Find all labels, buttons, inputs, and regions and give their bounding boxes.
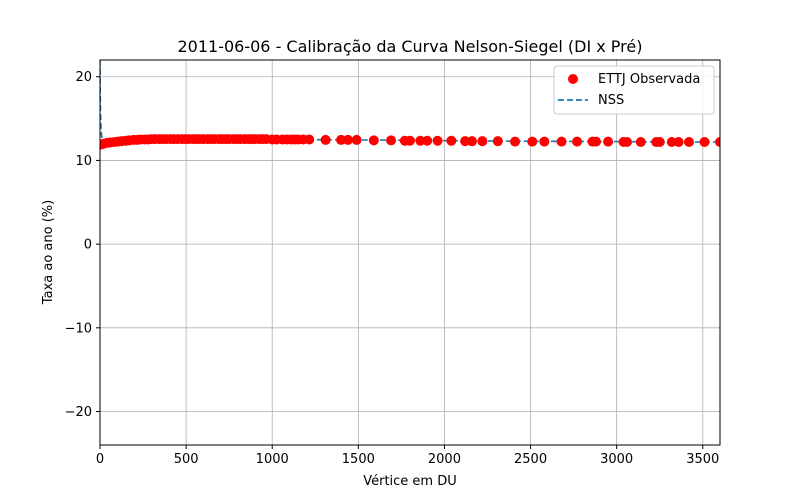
y-tick-label: 20 [75, 70, 92, 85]
ettj-point [477, 136, 488, 147]
axes-frame [99, 59, 721, 446]
ettj-point [715, 137, 720, 148]
ettj-point [304, 134, 315, 145]
plot-area [100, 60, 720, 150]
x-tick-label: 1500 [342, 452, 375, 467]
ettj-point [405, 135, 415, 146]
ettj-point [684, 137, 694, 148]
x-axis-label: Vértice em DU [363, 474, 457, 489]
legend-label-nss: NSS [598, 93, 624, 108]
ettj-point [654, 137, 665, 148]
ettj-point [368, 135, 379, 146]
y-tick-label: 0 [84, 238, 92, 253]
grid-lines [99, 60, 720, 445]
y-axis-ticks: −20 −10 0 10 20 [65, 70, 100, 420]
x-tick-label: 0 [96, 452, 104, 467]
y-tick-label: −20 [65, 405, 92, 420]
ettj-point [556, 136, 567, 147]
x-tick-label: 2500 [514, 452, 547, 467]
ettj-point [446, 135, 457, 146]
ettj-point [320, 134, 331, 145]
ettj-point [666, 137, 677, 148]
y-tick-label: 10 [75, 154, 92, 169]
x-tick-label: 1000 [256, 452, 289, 467]
legend-marker-ettj [568, 74, 578, 84]
legend-label-ettj: ETTJ Observada [598, 72, 700, 87]
x-tick-label: 3000 [600, 452, 633, 467]
ettj-point [673, 137, 684, 148]
ettj-point [336, 134, 347, 145]
ettj-point [635, 137, 646, 148]
ettj-point [622, 137, 632, 148]
x-tick-label: 2000 [428, 452, 461, 467]
ettj-point [510, 136, 521, 147]
ettj-point [572, 136, 583, 147]
x-tick-label: 500 [174, 452, 199, 467]
ettj-point [467, 136, 477, 147]
ettj-point [415, 135, 426, 146]
chart-title: 2011-06-06 - Calibração da Curva Nelson-… [178, 37, 643, 56]
ettj-point [351, 134, 362, 145]
ettj-point [591, 136, 601, 147]
ettj-point [343, 134, 353, 145]
x-tick-label: 3500 [686, 452, 719, 467]
ettj-point [539, 136, 550, 147]
y-axis-label: Taxa ao ano (%) [41, 200, 56, 305]
ettj-point [492, 136, 503, 147]
legend: ETTJ Observada NSS [553, 65, 715, 115]
ettj-point [432, 135, 443, 146]
ettj-point [603, 136, 614, 147]
scatter-points-layer [100, 134, 720, 150]
ettj-point [422, 135, 433, 146]
ettj-point [386, 135, 397, 146]
ettj-point [699, 137, 710, 148]
legend-box [553, 65, 715, 115]
ettj-point [527, 136, 538, 147]
x-axis-ticks: 0 500 1000 1500 2000 2500 3000 3500 [96, 445, 719, 467]
y-tick-label: −10 [65, 321, 92, 336]
ettj-point [460, 136, 471, 147]
